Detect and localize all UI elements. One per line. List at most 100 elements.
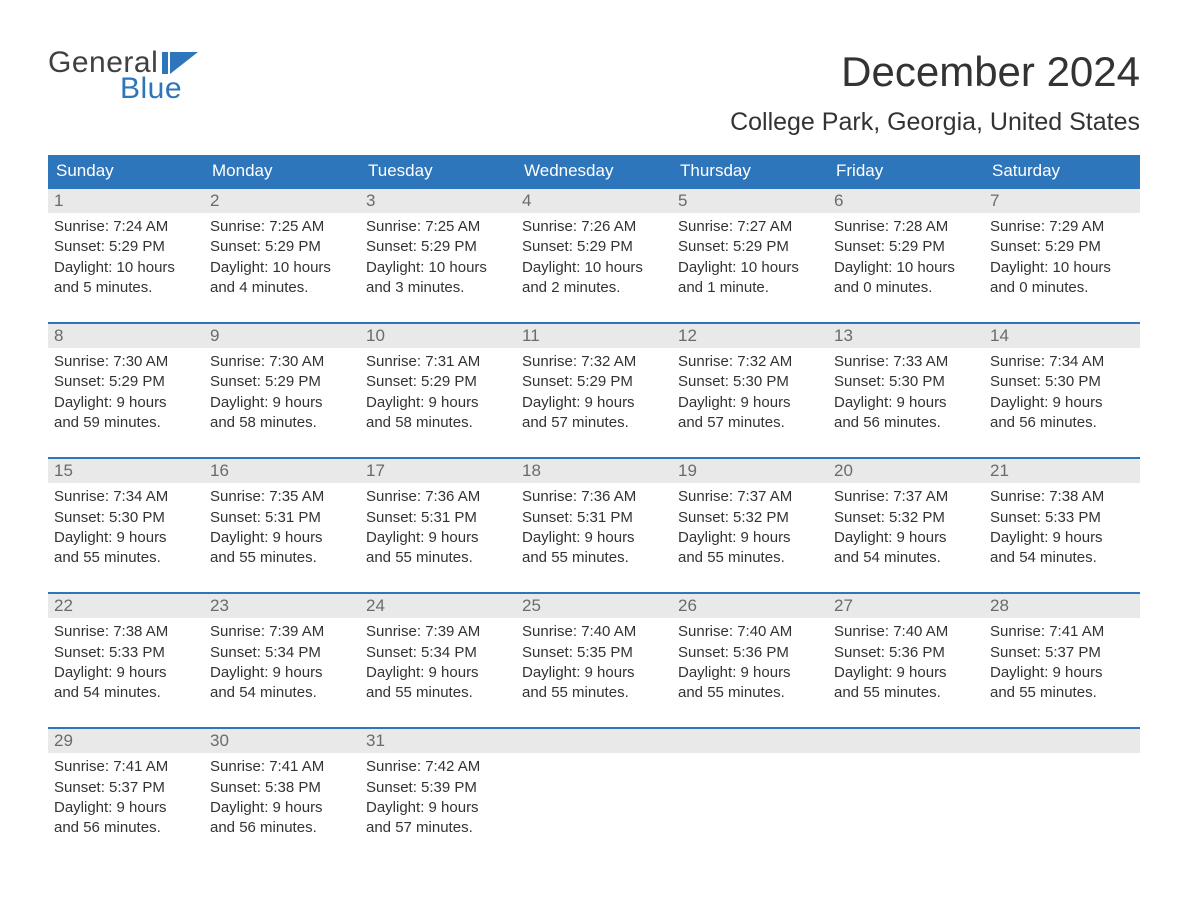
day-cell: 8Sunrise: 7:30 AMSunset: 5:29 PMDaylight… [48,324,204,433]
day-cell: 30Sunrise: 7:41 AMSunset: 5:38 PMDayligh… [204,729,360,838]
day-sunrise: Sunrise: 7:40 AM [834,622,978,642]
day-details: Sunrise: 7:32 AMSunset: 5:29 PMDaylight:… [516,348,672,433]
day-number: 9 [204,324,360,348]
header-row: General Blue December 2024 College Park,… [48,48,1140,137]
day-cell: 31Sunrise: 7:42 AMSunset: 5:39 PMDayligh… [360,729,516,838]
day-sunset: Sunset: 5:29 PM [210,237,354,257]
day-dl1: Daylight: 10 hours [54,258,198,278]
day-dl1: Daylight: 9 hours [990,528,1134,548]
day-number: 10 [360,324,516,348]
day-details: Sunrise: 7:36 AMSunset: 5:31 PMDaylight:… [516,483,672,568]
day-number: . [984,729,1140,753]
day-sunrise: Sunrise: 7:38 AM [54,622,198,642]
day-dl2: and 4 minutes. [210,278,354,298]
day-cell: 24Sunrise: 7:39 AMSunset: 5:34 PMDayligh… [360,594,516,703]
day-dl1: Daylight: 9 hours [834,393,978,413]
day-details: Sunrise: 7:36 AMSunset: 5:31 PMDaylight:… [360,483,516,568]
day-details: Sunrise: 7:32 AMSunset: 5:30 PMDaylight:… [672,348,828,433]
day-sunset: Sunset: 5:29 PM [834,237,978,257]
day-details: Sunrise: 7:38 AMSunset: 5:33 PMDaylight:… [984,483,1140,568]
day-number: 18 [516,459,672,483]
day-sunset: Sunset: 5:30 PM [678,372,822,392]
day-sunrise: Sunrise: 7:41 AM [210,757,354,777]
day-details: Sunrise: 7:38 AMSunset: 5:33 PMDaylight:… [48,618,204,703]
week-row: 29Sunrise: 7:41 AMSunset: 5:37 PMDayligh… [48,727,1140,838]
day-sunset: Sunset: 5:29 PM [522,372,666,392]
day-dl1: Daylight: 9 hours [210,663,354,683]
day-details: Sunrise: 7:35 AMSunset: 5:31 PMDaylight:… [204,483,360,568]
day-details: Sunrise: 7:42 AMSunset: 5:39 PMDaylight:… [360,753,516,838]
day-number: 17 [360,459,516,483]
day-dl1: Daylight: 9 hours [366,663,510,683]
day-cell: 1Sunrise: 7:24 AMSunset: 5:29 PMDaylight… [48,189,204,298]
day-cell: 11Sunrise: 7:32 AMSunset: 5:29 PMDayligh… [516,324,672,433]
day-sunrise: Sunrise: 7:34 AM [54,487,198,507]
weekday-header: Sunday [48,155,204,187]
day-cell: 9Sunrise: 7:30 AMSunset: 5:29 PMDaylight… [204,324,360,433]
day-details: Sunrise: 7:40 AMSunset: 5:35 PMDaylight:… [516,618,672,703]
day-cell: 25Sunrise: 7:40 AMSunset: 5:35 PMDayligh… [516,594,672,703]
day-cell: 28Sunrise: 7:41 AMSunset: 5:37 PMDayligh… [984,594,1140,703]
day-sunset: Sunset: 5:31 PM [366,508,510,528]
day-details: Sunrise: 7:37 AMSunset: 5:32 PMDaylight:… [828,483,984,568]
day-dl2: and 56 minutes. [990,413,1134,433]
day-dl2: and 56 minutes. [210,818,354,838]
day-dl2: and 54 minutes. [210,683,354,703]
day-sunset: Sunset: 5:31 PM [522,508,666,528]
day-number: 22 [48,594,204,618]
day-details: Sunrise: 7:30 AMSunset: 5:29 PMDaylight:… [48,348,204,433]
day-cell: 3Sunrise: 7:25 AMSunset: 5:29 PMDaylight… [360,189,516,298]
day-sunset: Sunset: 5:30 PM [990,372,1134,392]
day-dl2: and 55 minutes. [522,548,666,568]
day-number: 3 [360,189,516,213]
calendar: SundayMondayTuesdayWednesdayThursdayFrid… [48,155,1140,838]
day-number: 27 [828,594,984,618]
day-dl1: Daylight: 10 hours [990,258,1134,278]
day-dl2: and 54 minutes. [990,548,1134,568]
day-cell: 22Sunrise: 7:38 AMSunset: 5:33 PMDayligh… [48,594,204,703]
day-sunset: Sunset: 5:29 PM [990,237,1134,257]
day-cell: 2Sunrise: 7:25 AMSunset: 5:29 PMDaylight… [204,189,360,298]
weekday-header: Thursday [672,155,828,187]
day-dl1: Daylight: 10 hours [210,258,354,278]
day-cell: 21Sunrise: 7:38 AMSunset: 5:33 PMDayligh… [984,459,1140,568]
day-details: Sunrise: 7:41 AMSunset: 5:38 PMDaylight:… [204,753,360,838]
day-dl2: and 55 minutes. [210,548,354,568]
day-sunrise: Sunrise: 7:40 AM [678,622,822,642]
day-dl2: and 1 minute. [678,278,822,298]
day-details: Sunrise: 7:34 AMSunset: 5:30 PMDaylight:… [48,483,204,568]
day-dl1: Daylight: 9 hours [54,393,198,413]
day-sunrise: Sunrise: 7:27 AM [678,217,822,237]
logo-word-2: Blue [48,74,198,104]
day-cell: 10Sunrise: 7:31 AMSunset: 5:29 PMDayligh… [360,324,516,433]
day-sunrise: Sunrise: 7:32 AM [522,352,666,372]
day-number: . [672,729,828,753]
day-sunrise: Sunrise: 7:32 AM [678,352,822,372]
day-details: Sunrise: 7:31 AMSunset: 5:29 PMDaylight:… [360,348,516,433]
day-sunrise: Sunrise: 7:39 AM [210,622,354,642]
day-sunset: Sunset: 5:33 PM [54,643,198,663]
day-number: . [828,729,984,753]
day-cell: 6Sunrise: 7:28 AMSunset: 5:29 PMDaylight… [828,189,984,298]
day-sunrise: Sunrise: 7:37 AM [678,487,822,507]
day-dl1: Daylight: 9 hours [210,393,354,413]
day-details: Sunrise: 7:41 AMSunset: 5:37 PMDaylight:… [48,753,204,838]
day-dl2: and 54 minutes. [834,548,978,568]
day-dl2: and 55 minutes. [366,548,510,568]
day-dl2: and 57 minutes. [522,413,666,433]
day-sunrise: Sunrise: 7:34 AM [990,352,1134,372]
day-sunset: Sunset: 5:36 PM [678,643,822,663]
weekday-header-row: SundayMondayTuesdayWednesdayThursdayFrid… [48,155,1140,187]
day-dl1: Daylight: 9 hours [834,528,978,548]
day-sunset: Sunset: 5:39 PM [366,778,510,798]
weekday-header: Monday [204,155,360,187]
day-sunrise: Sunrise: 7:24 AM [54,217,198,237]
day-dl1: Daylight: 9 hours [522,663,666,683]
day-dl1: Daylight: 9 hours [990,393,1134,413]
day-sunset: Sunset: 5:29 PM [54,372,198,392]
day-sunset: Sunset: 5:31 PM [210,508,354,528]
day-cell: 17Sunrise: 7:36 AMSunset: 5:31 PMDayligh… [360,459,516,568]
weekday-header: Wednesday [516,155,672,187]
day-number: 23 [204,594,360,618]
logo-flag-icon [162,52,198,74]
